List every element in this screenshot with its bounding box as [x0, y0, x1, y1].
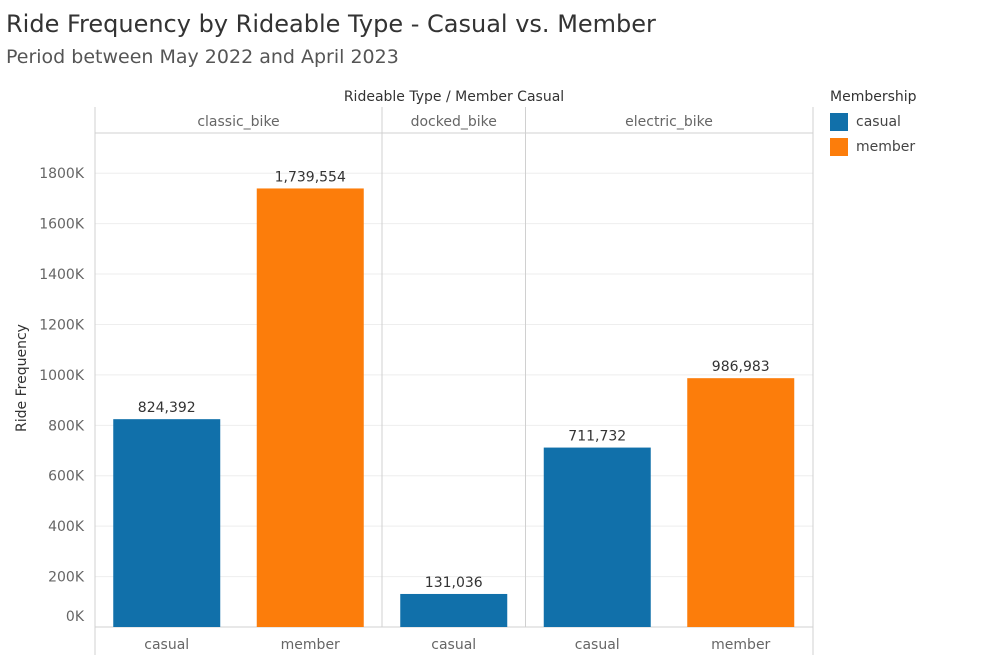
legend-swatch-casual	[830, 112, 848, 131]
chart-title: Ride Frequency by Rideable Type - Casual…	[6, 10, 656, 38]
data-label: 824,392	[138, 400, 196, 416]
legend-label-member: member	[856, 138, 916, 155]
bar-electric-bike-casual	[543, 447, 651, 627]
y-tick-label: 1600K	[39, 217, 85, 233]
x-tick-label: casual	[431, 637, 476, 653]
x-tick-label: member	[711, 637, 770, 653]
bar-electric-bike-member	[687, 378, 795, 627]
panel-header-docked-bike: docked_bike	[411, 114, 497, 130]
data-label: 986,983	[712, 359, 770, 375]
y-tick-label: 600K	[48, 469, 85, 485]
column-header-label: Rideable Type / Member Casual	[344, 89, 564, 105]
chart-subtitle: Period between May 2022 and April 2023	[6, 46, 399, 68]
y-tick-label: 1200K	[39, 317, 85, 333]
y-tick-label: 400K	[48, 519, 85, 535]
x-tick-label: casual	[144, 637, 189, 653]
legend-swatch-member	[830, 137, 848, 156]
legend-label-casual: casual	[856, 113, 901, 130]
y-tick-label: 0K	[66, 609, 85, 625]
panel-header-electric-bike: electric_bike	[625, 114, 713, 130]
y-tick-label: 800K	[48, 418, 85, 434]
data-label: 131,036	[425, 575, 483, 591]
y-axis-label: Ride Frequency	[14, 324, 30, 432]
x-tick-label: member	[281, 637, 340, 653]
y-tick-label: 1000K	[39, 368, 85, 384]
panel-header-classic-bike: classic_bike	[197, 114, 279, 130]
legend-title: Membership	[830, 89, 917, 105]
bar-classic-bike-member	[256, 188, 364, 627]
y-tick-label: 200K	[48, 570, 85, 586]
x-tick-label: casual	[575, 637, 620, 653]
data-label: 1,739,554	[275, 169, 346, 185]
legend: Membership casual member	[830, 89, 917, 159]
y-tick-label: 1400K	[39, 267, 85, 283]
legend-item-casual[interactable]: casual	[830, 109, 917, 134]
bar-docked-bike-casual	[400, 593, 508, 627]
y-tick-label: 1800K	[39, 166, 85, 182]
bar-classic-bike-casual	[113, 419, 221, 627]
data-label: 711,732	[568, 429, 626, 445]
legend-item-member[interactable]: member	[830, 134, 917, 159]
